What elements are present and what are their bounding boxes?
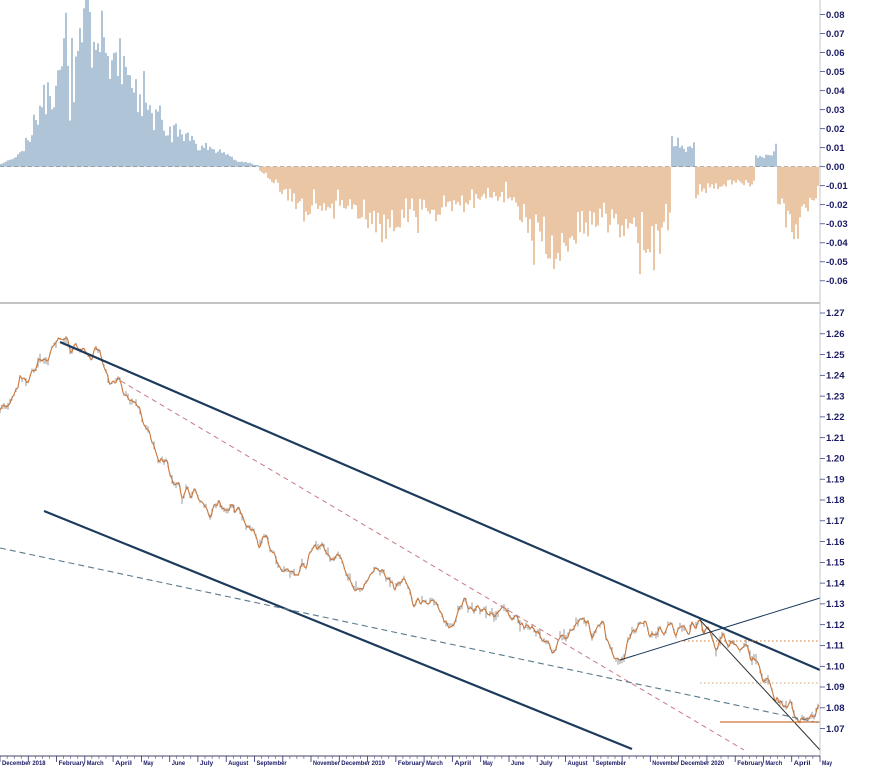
svg-text:February: February — [398, 760, 425, 767]
svg-text:0.02: 0.02 — [826, 124, 845, 135]
svg-text:November: November — [313, 760, 340, 767]
svg-text:-0.03: -0.03 — [826, 219, 848, 230]
svg-text:0.03: 0.03 — [826, 105, 845, 116]
svg-text:-0.01: -0.01 — [826, 181, 848, 192]
svg-text:February: February — [59, 760, 86, 767]
svg-text:May: May — [483, 760, 493, 767]
svg-text:April: April — [794, 760, 811, 767]
svg-text:1.12: 1.12 — [826, 620, 845, 631]
svg-text:1.19: 1.19 — [826, 474, 845, 485]
svg-text:0.07: 0.07 — [826, 29, 845, 40]
svg-text:August: August — [228, 760, 249, 767]
svg-text:0.01: 0.01 — [826, 143, 845, 154]
svg-text:1.21: 1.21 — [826, 433, 845, 444]
svg-text:0.04: 0.04 — [826, 86, 845, 97]
svg-text:March: March — [765, 760, 782, 767]
svg-text:July: July — [539, 760, 553, 767]
svg-text:February: February — [737, 760, 764, 767]
svg-text:March: March — [87, 760, 104, 767]
svg-text:1.11: 1.11 — [826, 641, 845, 652]
svg-text:1.15: 1.15 — [826, 558, 845, 569]
svg-text:1.08: 1.08 — [826, 703, 845, 714]
svg-text:December 2018: December 2018 — [2, 760, 46, 767]
svg-text:1.16: 1.16 — [826, 537, 845, 548]
svg-text:June: June — [172, 760, 186, 767]
svg-text:March: March — [426, 760, 443, 767]
svg-text:December 2020: December 2020 — [681, 760, 725, 767]
svg-text:1.23: 1.23 — [826, 391, 845, 402]
svg-text:May: May — [822, 760, 832, 767]
svg-text:-0.06: -0.06 — [826, 276, 848, 287]
svg-text:1.09: 1.09 — [826, 682, 845, 693]
svg-text:1.27: 1.27 — [826, 308, 845, 319]
svg-text:-0.04: -0.04 — [826, 238, 848, 249]
svg-text:0.08: 0.08 — [826, 10, 845, 21]
svg-text:1.18: 1.18 — [826, 495, 845, 506]
svg-text:July: July — [200, 760, 214, 767]
svg-text:1.07: 1.07 — [826, 724, 845, 735]
svg-text:1.14: 1.14 — [826, 578, 845, 589]
svg-text:-0.02: -0.02 — [826, 200, 848, 211]
svg-text:December 2019: December 2019 — [341, 760, 385, 767]
svg-text:April: April — [454, 760, 471, 767]
svg-text:April: April — [115, 760, 132, 767]
svg-text:0.05: 0.05 — [826, 67, 845, 78]
svg-text:November: November — [652, 760, 679, 767]
svg-text:August: August — [568, 760, 589, 767]
svg-text:1.24: 1.24 — [826, 371, 845, 382]
svg-text:1.22: 1.22 — [826, 412, 845, 423]
svg-text:1.25: 1.25 — [826, 350, 845, 361]
svg-text:1.13: 1.13 — [826, 599, 845, 610]
svg-text:1.26: 1.26 — [826, 329, 845, 340]
svg-text:1.20: 1.20 — [826, 454, 845, 465]
svg-text:June: June — [511, 760, 525, 767]
svg-text:May: May — [143, 760, 153, 767]
svg-text:1.10: 1.10 — [826, 662, 845, 673]
svg-text:-0.05: -0.05 — [826, 257, 848, 268]
svg-text:1.17: 1.17 — [826, 516, 845, 527]
svg-text:0.00: 0.00 — [826, 162, 845, 173]
svg-text:0.06: 0.06 — [826, 48, 845, 59]
